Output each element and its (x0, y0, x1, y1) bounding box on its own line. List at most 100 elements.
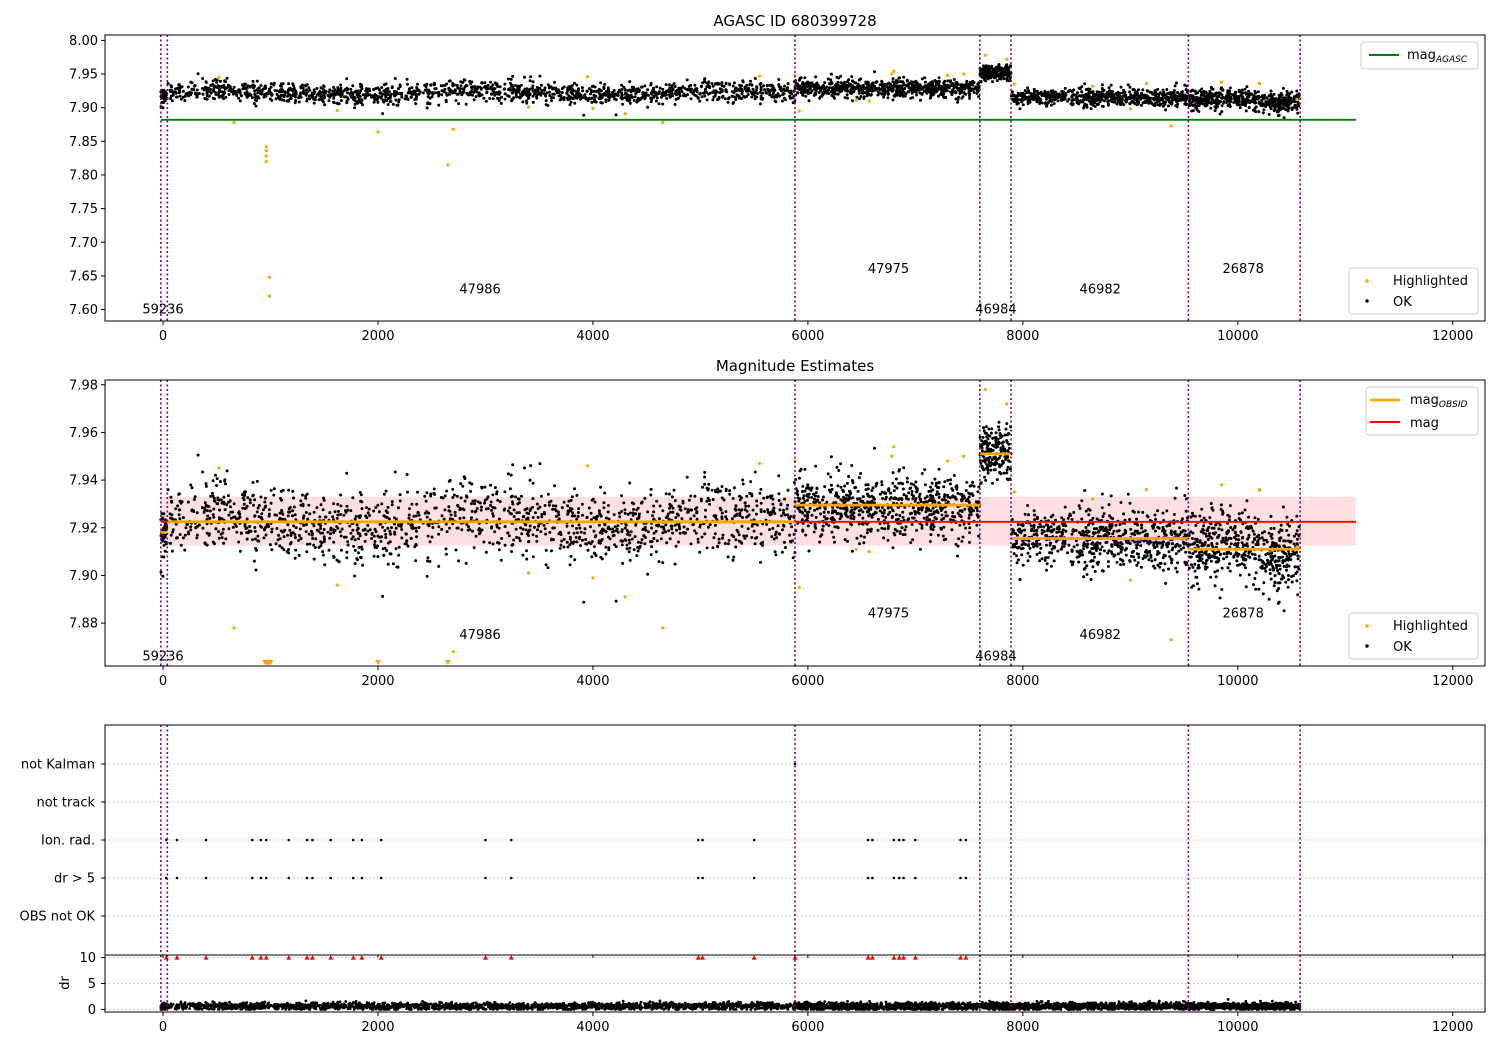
ok-point (868, 85, 872, 89)
ok-point (807, 99, 811, 103)
ok-point (201, 77, 205, 80)
ok-point (507, 534, 511, 538)
ok-point (649, 96, 652, 100)
ok-point (1070, 95, 1074, 99)
ok-point (312, 92, 316, 96)
ok-point (540, 513, 544, 516)
ok-point (851, 84, 855, 88)
ok-point (209, 494, 213, 498)
highlighted-point (1128, 107, 1132, 111)
ok-point (964, 85, 968, 88)
ok-point (982, 65, 986, 69)
ok-point (752, 90, 756, 94)
ok-point (181, 536, 185, 540)
ok-point (728, 489, 732, 493)
ok-point (789, 515, 793, 518)
ok-point (984, 76, 988, 79)
ok-point (275, 92, 279, 96)
ok-point (409, 523, 413, 527)
ok-point (1213, 100, 1217, 104)
ok-point (503, 92, 507, 96)
ok-point (887, 86, 890, 90)
ok-point (946, 79, 950, 83)
ok-point (577, 523, 581, 527)
ok-point (233, 522, 237, 526)
ok-point (489, 500, 493, 504)
ok-point (777, 78, 781, 81)
ok-point (242, 498, 246, 502)
ok-point (1272, 97, 1276, 101)
ok-point (1241, 101, 1245, 105)
ok-point (208, 509, 212, 513)
ok-point (351, 535, 355, 539)
ok-point (508, 487, 512, 491)
ok-point (877, 86, 881, 90)
ok-point (880, 82, 884, 86)
ok-point (1267, 112, 1271, 116)
ok-point (387, 517, 391, 521)
agasc-panel: AGASC ID 680399728 592364798647975469844… (69, 12, 1486, 344)
ok-point (567, 531, 571, 535)
ok-point (619, 539, 623, 543)
highlighted-point (1012, 82, 1016, 86)
ok-point (457, 559, 461, 563)
ok-point (462, 516, 466, 520)
ok-point (404, 542, 408, 546)
ok-point (571, 511, 575, 515)
ok-point (786, 89, 790, 93)
ok-point (405, 473, 409, 476)
ok-point (311, 532, 314, 536)
ok-point (1282, 97, 1286, 101)
ok-point (337, 509, 340, 513)
ok-point (778, 94, 782, 98)
ok-point (552, 92, 556, 96)
ok-point (262, 95, 266, 99)
ok-point (891, 77, 895, 81)
ok-point (287, 548, 290, 551)
ok-point (750, 92, 754, 96)
ok-point (251, 96, 254, 100)
ok-point (376, 534, 380, 538)
ok-point (393, 470, 397, 474)
ok-point (465, 495, 469, 499)
ok-point (323, 103, 327, 107)
ok-point (995, 68, 999, 72)
ok-point (253, 89, 257, 93)
ok-point (528, 87, 532, 91)
ok-point (731, 497, 735, 500)
ok-point (1093, 105, 1097, 108)
ok-point (447, 86, 451, 90)
ok-point (1167, 104, 1170, 108)
ok-point (270, 93, 274, 97)
ok-point (1237, 96, 1241, 100)
ok-point (498, 85, 502, 89)
ok-point (1247, 99, 1251, 103)
ok-point (753, 542, 757, 546)
ok-point (1023, 89, 1027, 92)
ok-point (327, 548, 331, 552)
ok-point (216, 498, 220, 502)
ok-point (482, 96, 486, 100)
ok-point (733, 507, 737, 511)
ok-point (292, 92, 296, 96)
ok-point (287, 82, 291, 86)
ok-point (302, 514, 306, 518)
ok-point (493, 87, 497, 91)
ok-point (491, 512, 495, 516)
ok-point (799, 86, 803, 90)
ok-point (705, 81, 709, 85)
ok-point (713, 523, 717, 527)
ok-point (437, 532, 441, 536)
ok-point (805, 90, 809, 94)
legend-box (1348, 267, 1479, 315)
ok-point (229, 516, 233, 520)
ok-point (607, 546, 611, 550)
ok-point (750, 524, 754, 528)
ok-point (804, 94, 808, 98)
ok-point (183, 94, 187, 98)
ok-point (763, 510, 766, 513)
ok-point (304, 496, 308, 500)
ok-point (646, 105, 650, 109)
ok-point (1204, 104, 1208, 108)
ok-point (569, 554, 573, 558)
